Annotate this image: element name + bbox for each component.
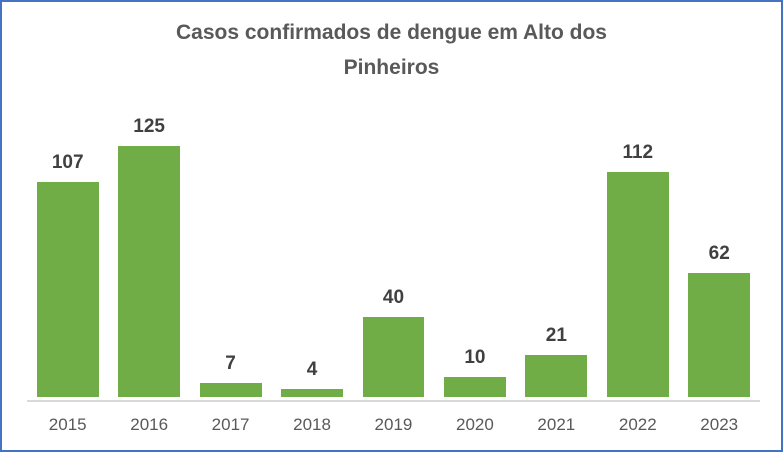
bar-value-label: 7 xyxy=(225,353,236,374)
bar-column: 21 xyxy=(516,146,597,397)
bar-value-label: 125 xyxy=(133,116,165,137)
chart-title-line-1: Casos confirmados de dengue em Alto dos xyxy=(176,21,607,44)
chart-title: Casos confirmados de dengue em Alto dos … xyxy=(2,15,781,85)
bar-column: 7 xyxy=(190,146,271,397)
chart-title-line-2: Pinheiros xyxy=(343,56,440,79)
x-axis-label: 2015 xyxy=(48,415,87,434)
bar-column: 125 xyxy=(108,117,189,397)
bar-value-label: 4 xyxy=(306,359,318,380)
bar xyxy=(281,389,343,397)
bar-value-label: 62 xyxy=(708,243,730,264)
bar-value-label: 21 xyxy=(545,325,567,346)
bar xyxy=(606,172,669,397)
bar xyxy=(362,317,425,397)
bar xyxy=(443,377,506,397)
bar xyxy=(199,383,262,397)
x-axis-labels: 2015 2016 2017 2018 2019 2020 2021 2022 2023 xyxy=(27,413,760,437)
bar xyxy=(688,273,751,397)
bar-column: 40 xyxy=(353,146,434,397)
bar xyxy=(36,182,99,397)
bar xyxy=(525,355,588,397)
x-axis-label: 2023 xyxy=(700,415,739,434)
bar-column: 112 xyxy=(597,142,678,397)
bar-value-label: 112 xyxy=(622,142,654,163)
x-axis-label: 2017 xyxy=(211,415,250,434)
bar xyxy=(118,146,181,397)
x-axis-label: 2020 xyxy=(455,415,494,434)
bar-column: 107 xyxy=(27,146,108,397)
bar-value-label: 107 xyxy=(51,152,84,173)
bar-column: 10 xyxy=(434,146,515,397)
x-axis-line xyxy=(27,400,760,402)
x-axis-label: 2022 xyxy=(618,415,657,434)
x-axis-label: 2016 xyxy=(130,415,169,434)
bar-value-label: 10 xyxy=(464,347,486,368)
bar-column: 62 xyxy=(679,146,760,397)
bar-column: 4 xyxy=(271,146,352,397)
plot-area: 107 125 7 4 40 10 21 112 62 xyxy=(27,117,760,397)
x-axis-label: 2019 xyxy=(374,415,413,434)
x-axis-label: 2021 xyxy=(537,415,576,434)
bar-value-label: 40 xyxy=(382,287,405,308)
x-axis-label: 2018 xyxy=(293,415,331,434)
